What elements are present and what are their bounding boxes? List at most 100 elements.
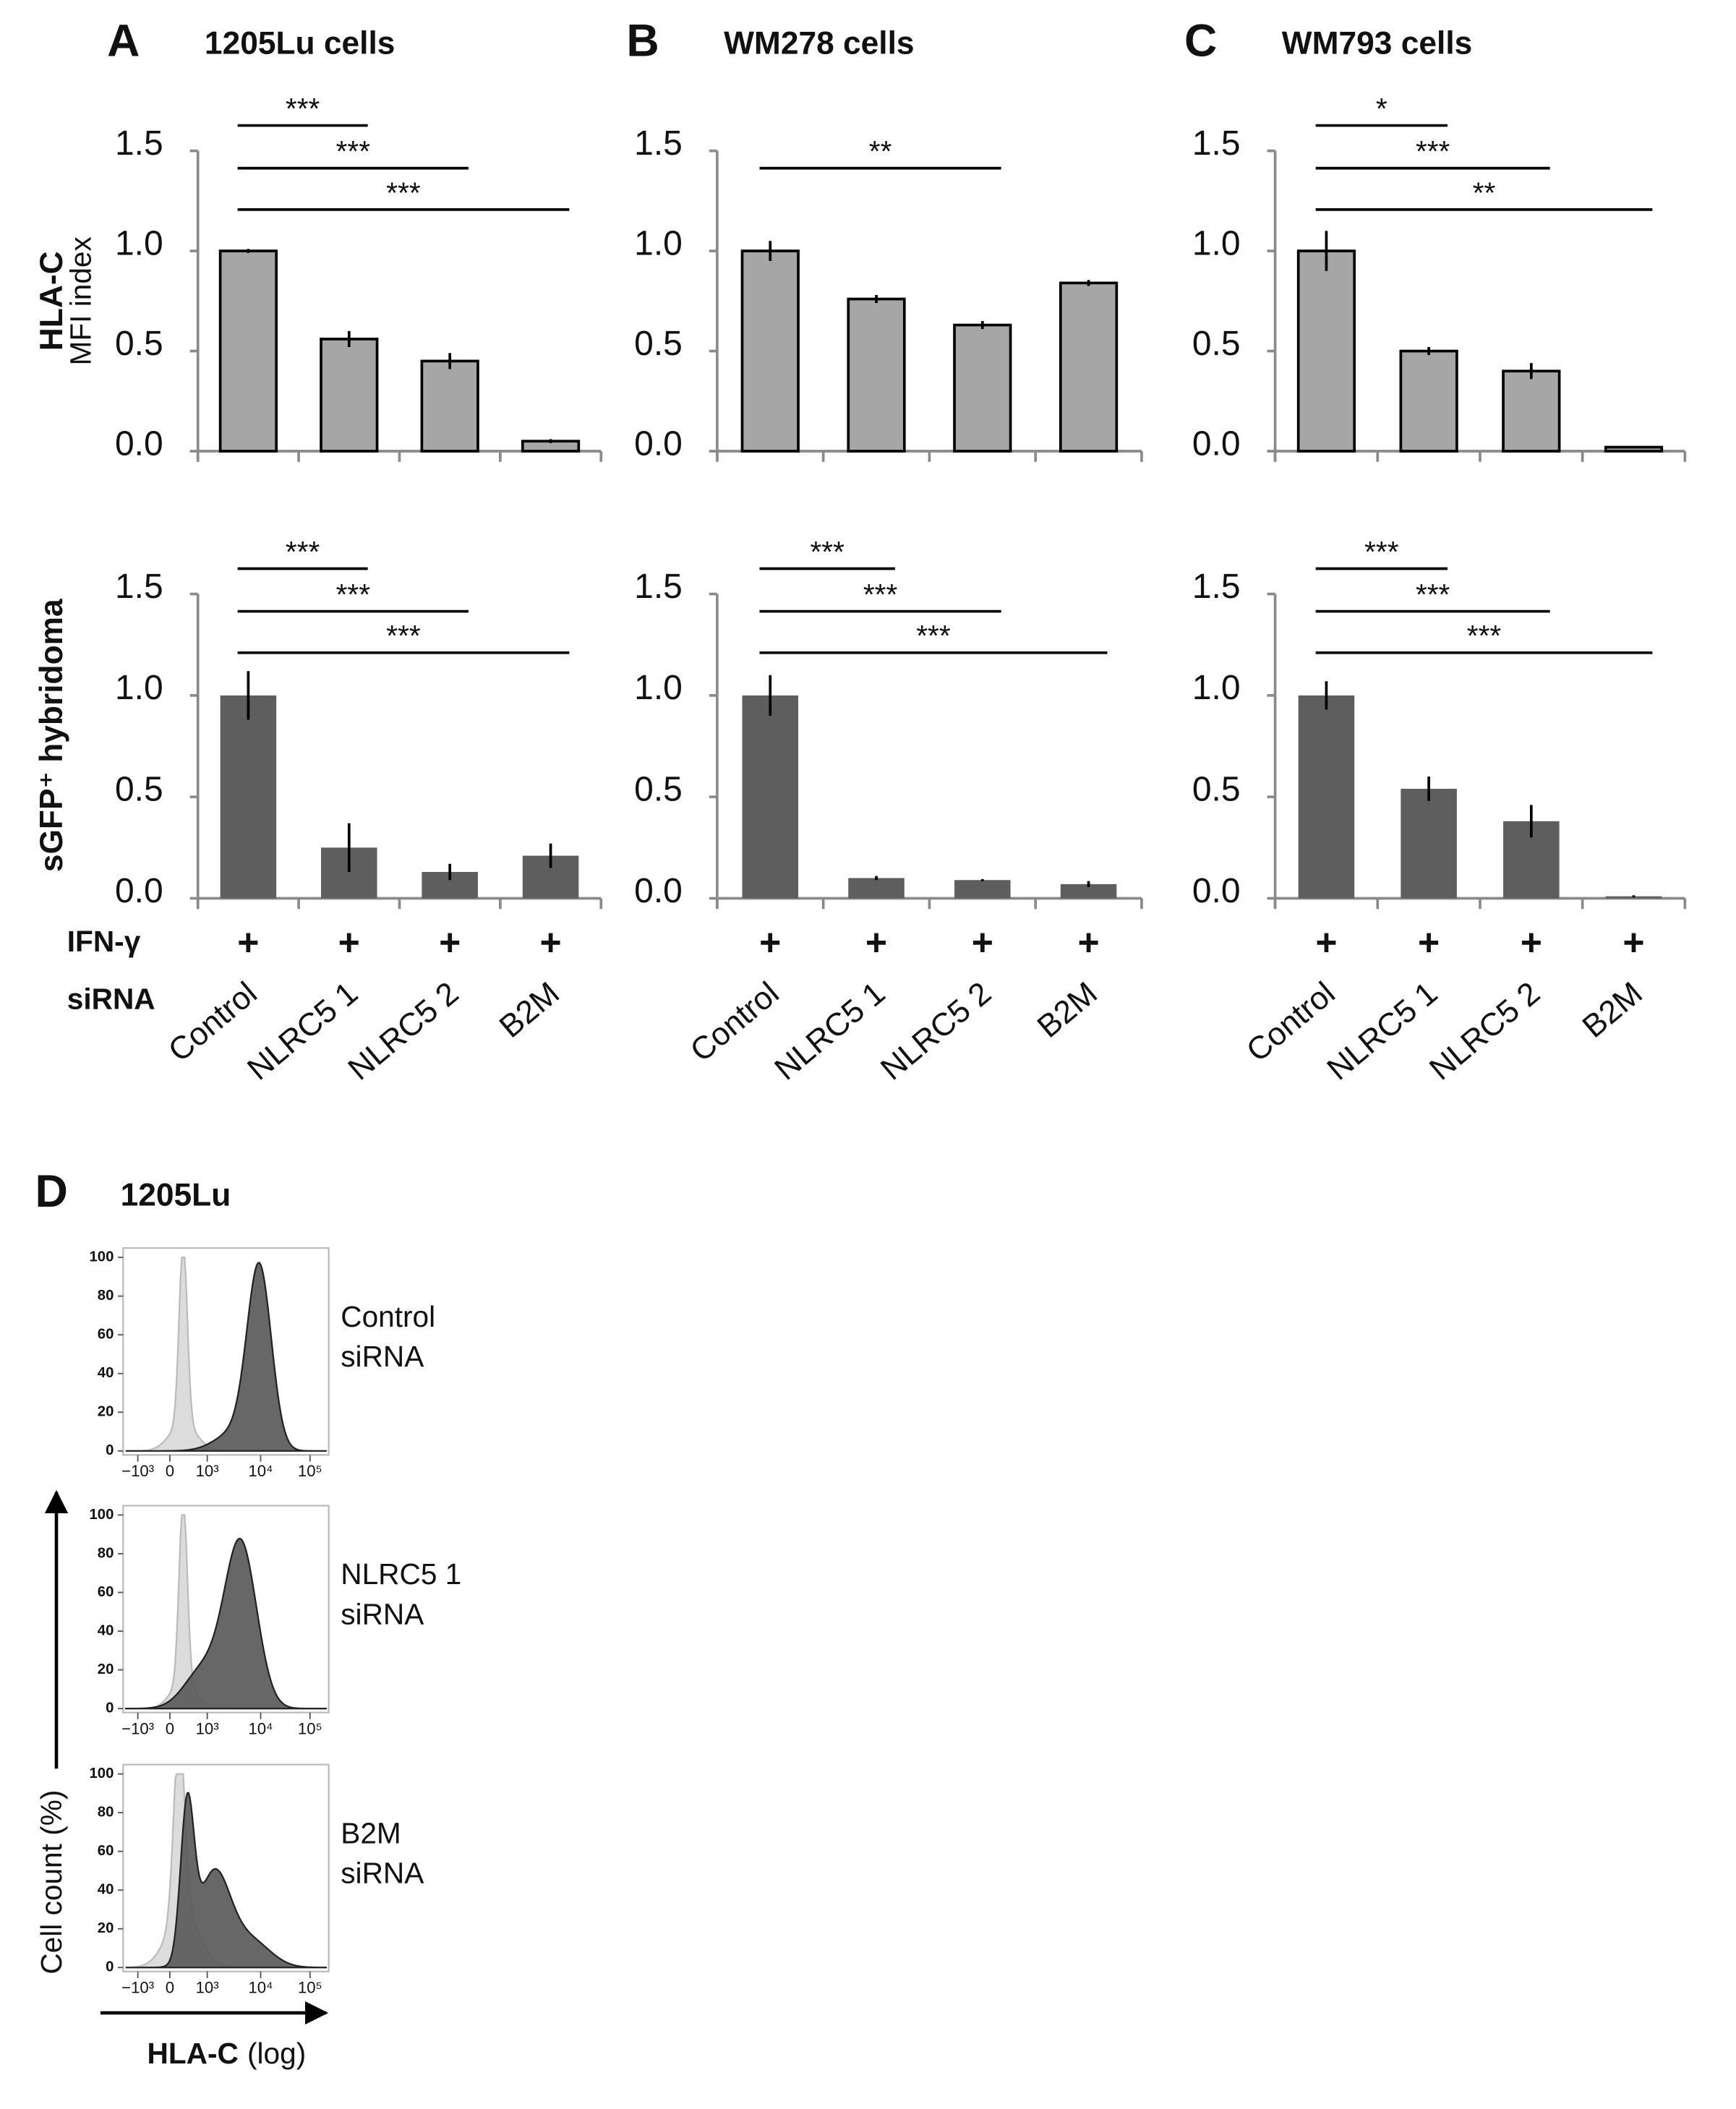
y-tick-label: 0.0 [1192,872,1241,910]
panel-letter: B [626,16,659,67]
y-tick-label: 100 [90,1766,114,1781]
y-tick-label: 0.0 [115,872,163,910]
y-tick-label: 1.5 [115,124,163,163]
x-tick-label: B2M [1576,975,1649,1045]
y-tick-label: 60 [98,1327,114,1343]
x-tick-label: −10³ [121,1462,154,1480]
panel-title: WM793 cells [1282,25,1472,61]
y-tick-label: 80 [98,1288,114,1304]
significance-label: *** [1416,134,1450,168]
histogram-dark [126,1262,326,1452]
x-tick-label: 10⁴ [248,1462,273,1480]
bar [954,880,1011,899]
x-tick-label: −10³ [121,1720,154,1738]
x-tick-label: 10⁴ [248,1979,273,1997]
y-axis-label: Cell count (%) [35,1790,68,1975]
row-label: IFN-γ [67,925,141,958]
y-tick-label: 1.0 [634,669,683,707]
significance-label: *** [336,578,371,611]
treatment-mark: + [1315,921,1337,963]
plot-label: siRNA [341,1857,424,1890]
x-axis-label: HLA-C [147,2037,239,2070]
y-tick-label: 0 [106,1700,114,1716]
panel-title: 1205Lu [121,1178,231,1213]
y-tick-label: 0.5 [634,325,683,363]
treatment-mark: + [972,921,993,963]
panel-letter: D [35,1166,67,1217]
x-tick-label: NLRC5 1 [768,975,891,1087]
x-tick-label: 10⁵ [298,1720,322,1738]
significance-label: *** [286,92,320,125]
x-tick-label: NLRC5 2 [341,975,465,1087]
x-tick-label: 10³ [196,1720,219,1738]
y-tick-label: 1.0 [1192,224,1241,262]
y-tick-label: 1.5 [115,568,163,606]
y-tick-label: 0.5 [1192,770,1241,808]
significance-label: *** [386,619,421,652]
x-tick-label: 10⁵ [298,1462,322,1480]
y-tick-label: 0.5 [634,770,683,808]
bar [1401,788,1457,899]
row-label: siRNA [67,982,155,1015]
significance-label: ** [869,134,892,168]
bar [320,338,379,453]
y-tick-label: 0.0 [634,424,683,463]
panel-letter: C [1184,16,1217,67]
x-tick-label: 10⁵ [298,1979,322,1997]
y-tick-label: 1.0 [1192,669,1241,707]
y-tick-label: 1.0 [115,224,163,262]
treatment-mark: + [338,921,360,963]
x-tick-label: 10³ [196,1979,219,1997]
y-tick-label: 0.5 [1192,325,1241,363]
y-tick-label: 1.5 [1192,568,1241,606]
plot-label: siRNA [341,1340,424,1373]
treatment-mark: + [1622,921,1644,963]
x-tick-label: 0 [166,1979,174,1997]
plot-label: Control [341,1300,435,1333]
bar [220,695,277,899]
x-tick-label: NLRC5 1 [1320,975,1444,1087]
panel-title: WM278 cells [724,25,914,61]
bar [740,249,800,453]
y-tick-label: 0.0 [1192,424,1241,463]
y-axis-label: MFI index [64,236,98,365]
y-tick-label: 1.0 [634,224,683,262]
x-tick-label: 0 [166,1462,174,1480]
significance-label: *** [1364,535,1399,568]
significance-label: ** [1473,176,1496,209]
bar [1060,884,1117,899]
histogram-dark [124,1537,326,1710]
treatment-mark: + [1077,921,1099,963]
bar [1399,349,1458,453]
significance-label: * [1376,92,1387,125]
plot-label: B2M [341,1816,401,1849]
histogram-frame [122,1247,330,1456]
x-tick-label: −10³ [121,1979,154,1997]
treatment-mark: + [759,921,781,963]
y-tick-label: 0.0 [634,872,683,910]
y-tick-label: 0.0 [115,424,163,463]
y-axis-label: sGFP⁺ hybridoma [34,599,69,872]
treatment-mark: + [1521,921,1542,963]
plot-label: NLRC5 1 [341,1557,461,1591]
bar [1298,695,1355,899]
y-tick-label: 100 [90,1249,114,1265]
bar [1296,249,1356,453]
x-tick-label: Control [684,975,786,1069]
treatment-mark: + [865,921,887,963]
y-tick-label: 1.0 [115,669,163,707]
bar [1502,369,1561,453]
significance-label: *** [386,176,421,209]
y-tick-label: 1.5 [634,124,683,163]
significance-label: *** [863,578,898,611]
y-tick-label: 80 [98,1805,114,1821]
y-axis-label: HLA-C [34,251,69,351]
x-tick-label: 0 [166,1720,174,1738]
y-tick-label: 40 [98,1882,114,1898]
bar [953,323,1012,453]
significance-label: *** [286,535,320,568]
treatment-mark: + [237,921,259,963]
significance-label: *** [336,134,371,168]
x-tick-label: NLRC5 2 [874,975,998,1087]
